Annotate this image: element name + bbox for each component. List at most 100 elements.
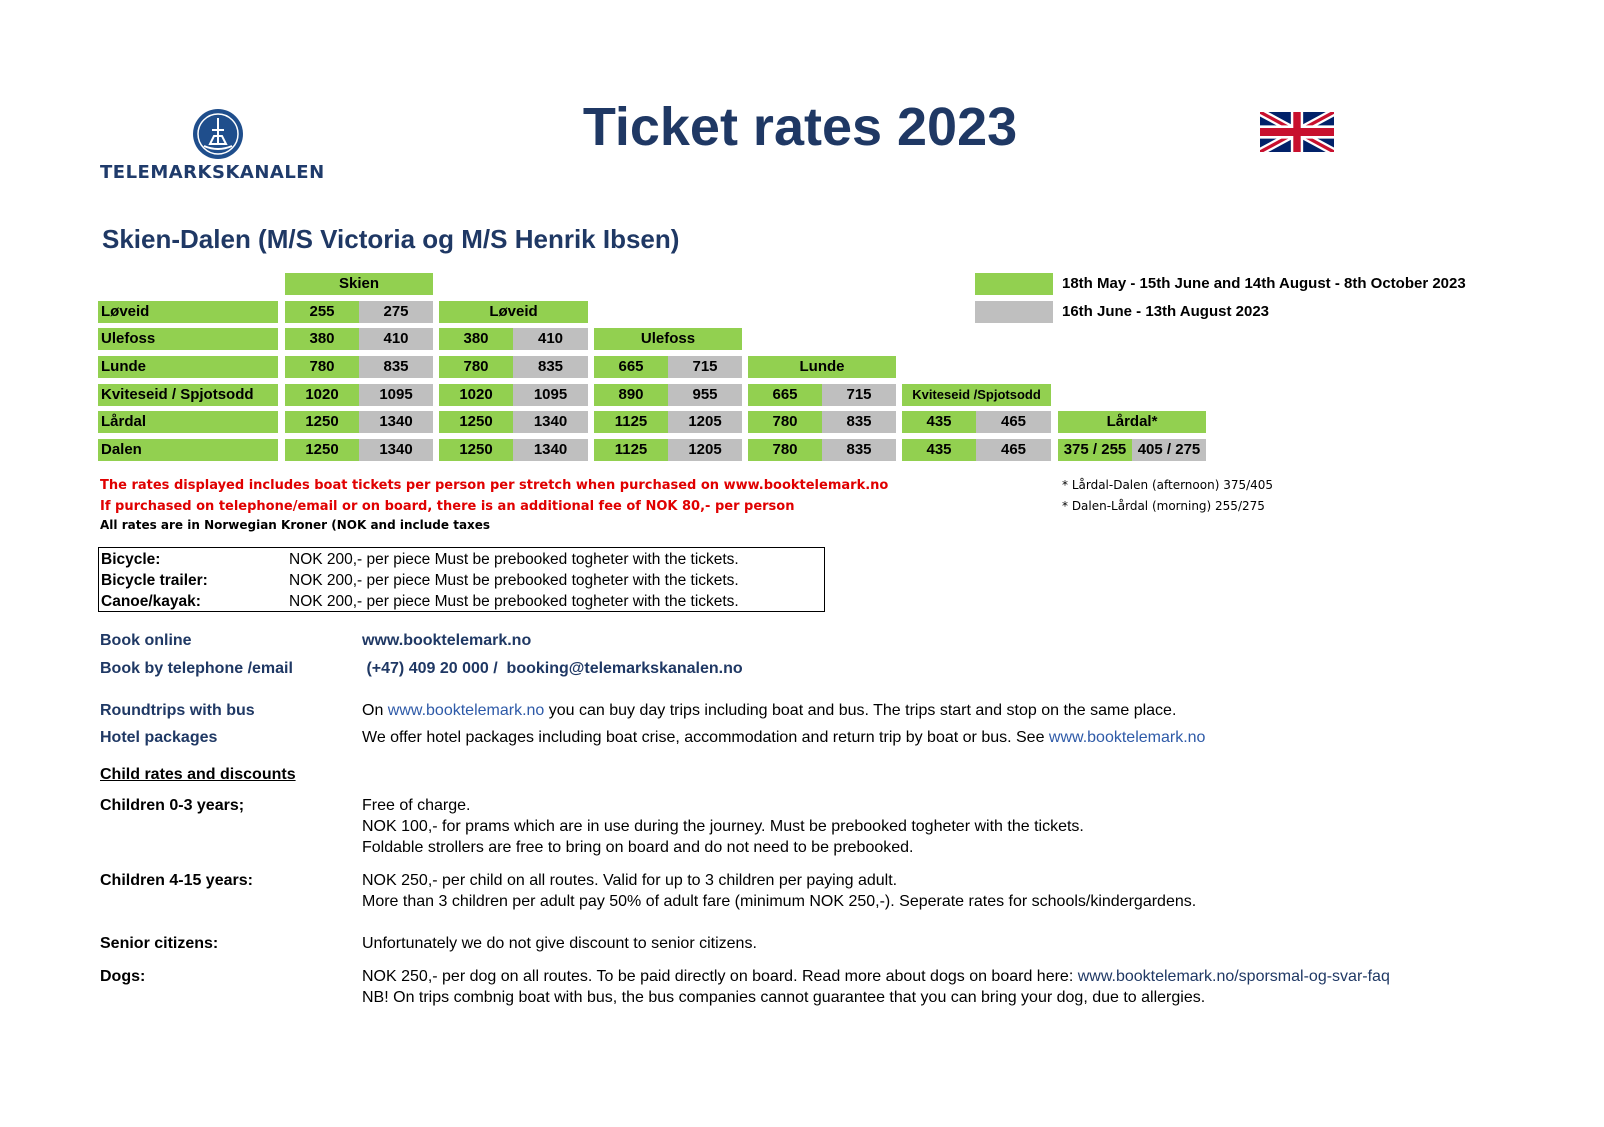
- price-cell: 1020: [285, 384, 359, 406]
- price-cell: 410: [359, 328, 433, 350]
- price-cell: 665: [748, 384, 822, 406]
- row-label-kviteseid: Kviteseid / Spjotsodd: [98, 384, 278, 406]
- price-cell: 780: [285, 356, 359, 378]
- price-cell: 715: [668, 356, 742, 378]
- legend-green-label: 18th May - 15th June and 14th August - 8…: [1062, 275, 1466, 292]
- price-cell: 405 / 275: [1132, 439, 1206, 461]
- hotel-label: Hotel packages: [100, 729, 218, 746]
- extra-bicycle-trailer: Bicycle trailer: NOK 200,- per piece Must…: [101, 570, 739, 591]
- price-cell: 1095: [359, 384, 433, 406]
- book-online-link[interactable]: www.booktelemark.no: [362, 632, 532, 649]
- text-line: NOK 250,- per dog on all routes. To be p…: [362, 966, 1390, 987]
- extra-label: Bicycle trailer:: [101, 572, 208, 589]
- book-phone-value[interactable]: (+47) 409 20 000 / booking@telemarkskana…: [362, 660, 743, 677]
- extra-bicycle: Bicycle: NOK 200,- per piece Must be preb…: [101, 549, 739, 570]
- note-lardal-afternoon: * Lårdal-Dalen (afternoon) 375/405: [1062, 478, 1274, 492]
- logo: TELEMARKSKANALEN: [100, 108, 330, 188]
- price-cell: 835: [513, 356, 588, 378]
- price-cell: 1125: [594, 439, 668, 461]
- book-phone-label: Book by telephone /email: [100, 660, 293, 677]
- price-cell: 1340: [359, 411, 433, 433]
- row-label-dalen: Dalen: [98, 439, 278, 461]
- price-cell: 380: [439, 328, 513, 350]
- text-line: Foldable strollers are free to bring on …: [362, 839, 914, 856]
- price-cell: 780: [748, 411, 822, 433]
- roundtrips-link[interactable]: www.booktelemark.no: [387, 702, 545, 719]
- price-cell: 435: [902, 439, 976, 461]
- header-lardal: Lårdal*: [1058, 411, 1206, 433]
- price-cell: 465: [976, 439, 1051, 461]
- price-cell: 1125: [594, 411, 668, 433]
- text-line: Free of charge.: [362, 797, 471, 814]
- text-line: NB! On trips combnig boat with bus, the …: [362, 989, 1206, 1006]
- note-currency: All rates are in Norwegian Kroner (NOK a…: [100, 518, 491, 532]
- discounts-heading: Child rates and discounts: [100, 766, 296, 783]
- extra-text: NOK 200,- per piece Must be prebooked to…: [289, 551, 739, 568]
- child-4-15-text: NOK 250,- per child on all routes. Valid…: [362, 870, 1196, 912]
- row-label-loveid: Løveid: [98, 301, 278, 323]
- price-cell: 1340: [513, 411, 588, 433]
- price-cell: 665: [594, 356, 668, 378]
- row-label-ulefoss: Ulefoss: [98, 328, 278, 350]
- senior-label: Senior citizens:: [100, 935, 219, 952]
- extra-label: Bicycle:: [101, 551, 161, 568]
- price-cell: 410: [513, 328, 588, 350]
- child-0-3-label: Children 0-3 years;: [100, 797, 245, 814]
- price-cell: 375 / 255: [1058, 439, 1132, 461]
- roundtrips-text: On www.booktelemark.no you can buy day t…: [362, 700, 1176, 721]
- extra-text: NOK 200,- per piece Must be prebooked to…: [289, 593, 739, 610]
- price-cell: 835: [822, 439, 896, 461]
- roundtrips-pre: On: [362, 702, 388, 719]
- price-cell: 1250: [285, 411, 359, 433]
- legend-green-swatch: [975, 273, 1053, 295]
- canal-emblem-icon: [193, 109, 243, 159]
- price-cell: 1205: [668, 439, 742, 461]
- hotel-text: We offer hotel packages including boat c…: [362, 727, 1205, 748]
- price-cell: 1340: [513, 439, 588, 461]
- header-ulefoss: Ulefoss: [594, 328, 742, 350]
- senior-text: Unfortunately we do not give discount to…: [362, 935, 757, 952]
- price-cell: 835: [822, 411, 896, 433]
- extra-label: Canoe/kayak:: [101, 593, 201, 610]
- note-online-rates: The rates displayed includes boat ticket…: [100, 478, 889, 493]
- row-label-lunde: Lunde: [98, 356, 278, 378]
- dogs-pre: NOK 250,- per dog on all routes. To be p…: [362, 968, 1078, 985]
- legend-grey-label: 16th June - 13th August 2023: [1062, 303, 1269, 320]
- note-lardal-morning: * Dalen-Lårdal (morning) 255/275: [1062, 499, 1265, 513]
- child-4-15-label: Children 4-15 years:: [100, 872, 253, 889]
- price-cell: 1020: [439, 384, 513, 406]
- page-title: Ticket rates 2023: [582, 97, 1018, 157]
- price-cell: 890: [594, 384, 668, 406]
- row-label-lardal: Lårdal: [98, 411, 278, 433]
- hotel-link[interactable]: www.booktelemark.no: [1048, 729, 1206, 746]
- price-cell: 780: [439, 356, 513, 378]
- price-cell: 275: [359, 301, 433, 323]
- header-lunde: Lunde: [748, 356, 896, 378]
- header-loveid: Løveid: [439, 301, 588, 323]
- price-cell: 715: [822, 384, 896, 406]
- price-cell: 435: [902, 411, 976, 433]
- price-cell: 835: [359, 356, 433, 378]
- extra-canoe-kayak: Canoe/kayak: NOK 200,- per piece Must be …: [101, 591, 739, 612]
- roundtrips-label: Roundtrips with bus: [100, 702, 255, 719]
- book-online-label: Book online: [100, 632, 192, 649]
- child-0-3-text: Free of charge. NOK 100,- for prams whic…: [362, 795, 1084, 858]
- header-kviteseid: Kviteseid /Spjotsodd: [902, 384, 1051, 406]
- dogs-text: NOK 250,- per dog on all routes. To be p…: [362, 966, 1390, 1008]
- price-cell: 255: [285, 301, 359, 323]
- uk-flag-icon: [1260, 112, 1334, 152]
- price-cell: 465: [976, 411, 1051, 433]
- legend-grey-swatch: [975, 301, 1053, 323]
- extra-text: NOK 200,- per piece Must be prebooked to…: [289, 572, 739, 589]
- note-additional-fee: If purchased on telephone/email or on bo…: [100, 499, 795, 514]
- route-subtitle: Skien-Dalen (M/S Victoria og M/S Henrik …: [102, 224, 680, 254]
- price-cell: 380: [285, 328, 359, 350]
- price-cell: 1250: [439, 411, 513, 433]
- dogs-label: Dogs:: [100, 968, 146, 985]
- text-line: More than 3 children per adult pay 50% o…: [362, 893, 1197, 910]
- price-cell: 1205: [668, 411, 742, 433]
- price-cell: 1340: [359, 439, 433, 461]
- extras-box: Bicycle: NOK 200,- per piece Must be preb…: [98, 547, 825, 612]
- dogs-faq-link[interactable]: www.booktelemark.no/sporsmal-og-svar-faq: [1077, 968, 1390, 985]
- price-cell: 780: [748, 439, 822, 461]
